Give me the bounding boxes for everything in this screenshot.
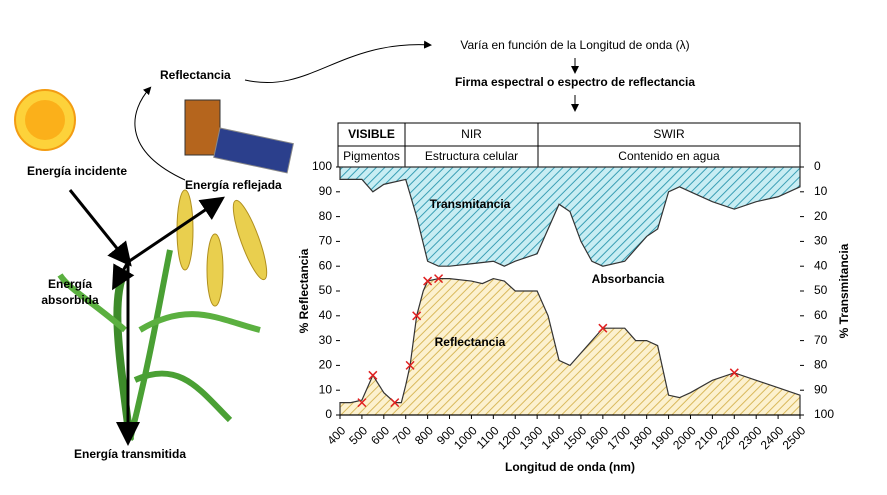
y-tick-label: 70 <box>319 234 333 248</box>
x-tick-label: 1700 <box>604 423 633 452</box>
y-tick-label: 40 <box>319 308 333 322</box>
y-tick-label: 90 <box>319 184 333 198</box>
y2-tick-label: 20 <box>814 209 828 223</box>
y-tick-label: 0 <box>325 407 332 421</box>
x-tick-label: 1500 <box>561 423 590 452</box>
marker <box>405 360 415 370</box>
plant <box>57 189 268 441</box>
x-tick-label: 2000 <box>670 423 699 452</box>
annotation: Absorbancia <box>592 272 665 286</box>
region-name: SWIR <box>653 127 685 141</box>
x-tick-label: 500 <box>346 423 370 447</box>
arrows <box>68 40 579 446</box>
region-detail: Estructura celular <box>425 149 518 163</box>
y-tick-label: 20 <box>319 358 333 372</box>
x-axis-title: Longitud de onda (nm) <box>505 460 635 474</box>
chart: VISIBLE Pigmentos NIR Estructura celular SWI… <box>297 122 851 474</box>
y2-tick-label: 100 <box>814 407 834 421</box>
y2-tick-label: 30 <box>814 234 828 248</box>
series-label: Transmitancia <box>430 197 511 211</box>
y-axis-title: % Reflectancia <box>297 248 311 333</box>
marker <box>598 323 608 333</box>
satellite <box>184 99 294 174</box>
marker <box>423 276 433 286</box>
region-name: VISIBLE <box>348 127 395 141</box>
sun <box>14 89 76 151</box>
reflectance-label: Reflectancia <box>160 68 231 82</box>
y-tick-label: 10 <box>319 382 333 396</box>
x-tick-label: 700 <box>390 423 414 447</box>
incident-label: Energía incidente <box>27 164 127 178</box>
x-tick-label: 1300 <box>517 423 546 452</box>
marker <box>390 398 400 408</box>
x-tick-label: 2500 <box>780 423 809 452</box>
region-name: NIR <box>461 127 482 141</box>
x-tick-label: 1100 <box>474 423 502 451</box>
y2-tick-label: 80 <box>814 358 828 372</box>
y2-tick-label: 70 <box>814 333 828 347</box>
marker <box>434 274 444 284</box>
x-tick-label: 400 <box>324 423 348 447</box>
series-label: Reflectancia <box>435 335 506 349</box>
y-tick-label: 60 <box>319 258 333 272</box>
y2-tick-label: 40 <box>814 258 828 272</box>
x-tick-label: 2400 <box>758 423 787 452</box>
y2-tick-label: 50 <box>814 283 828 297</box>
marker <box>357 398 367 408</box>
signature-label: Firma espectral o espectro de reflectanc… <box>455 75 695 89</box>
reflected-label: Energía reflejada <box>185 178 282 192</box>
x-tick-label: 800 <box>412 423 436 447</box>
y2-axis-title: % Transmitancia <box>837 243 851 338</box>
x-tick-label: 2300 <box>736 423 765 452</box>
y2-tick-label: 90 <box>814 382 828 396</box>
region-detail: Contenido en agua <box>618 149 720 163</box>
y-tick-label: 100 <box>312 159 332 173</box>
absorbed-label: absorbida <box>41 293 99 307</box>
x-tick-label: 2200 <box>714 423 743 452</box>
x-tick-label: 1000 <box>451 423 480 452</box>
x-tick-label: 1600 <box>582 423 611 452</box>
region-detail: Pigmentos <box>343 149 400 163</box>
marker <box>412 311 422 321</box>
area <box>339 277 801 416</box>
x-tick-label: 1800 <box>626 423 655 452</box>
absorbed-label: Energía <box>48 277 92 291</box>
marker <box>368 370 378 380</box>
y2-tick-label: 60 <box>814 308 828 322</box>
marker <box>729 368 739 378</box>
x-tick-label: 1200 <box>495 423 524 452</box>
x-tick-label: 1900 <box>648 423 677 452</box>
y-tick-label: 80 <box>319 209 333 223</box>
varies-label: Varía en función de la Longitud de onda … <box>460 38 689 52</box>
y-tick-label: 30 <box>319 333 333 347</box>
y-tick-label: 50 <box>319 283 333 297</box>
area <box>339 166 801 267</box>
region-table <box>337 122 801 168</box>
x-tick-label: 600 <box>368 423 392 447</box>
x-tick-label: 2100 <box>692 423 721 452</box>
transmitted-label: Energía transmitida <box>74 447 186 461</box>
x-tick-label: 1400 <box>539 423 568 452</box>
y2-tick-label: 10 <box>814 184 828 198</box>
y2-tick-label: 0 <box>814 159 821 173</box>
